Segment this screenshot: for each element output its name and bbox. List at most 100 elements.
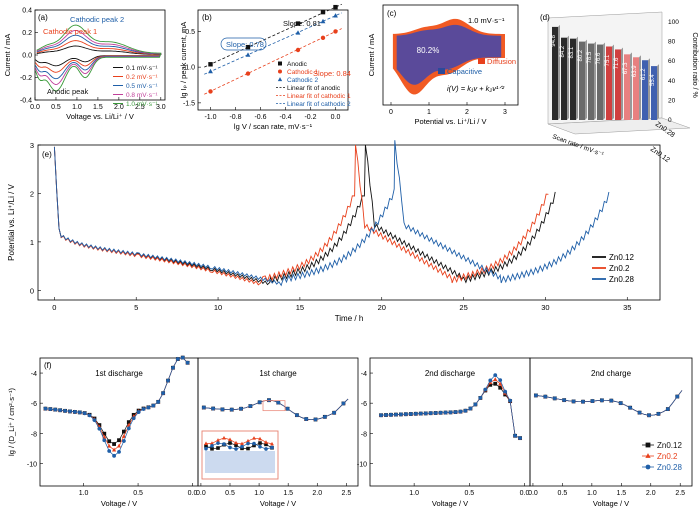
y-axis-label: Potential vs. Li⁺/Li / V [7,183,16,260]
x-tick-label: 0.0 [196,490,206,497]
data-point [609,398,614,403]
data-point [423,411,428,416]
x-tick-label: -0.2 [304,114,316,121]
subplot-title: 2nd discharge [425,369,476,378]
data-point [552,396,557,401]
scan-rate-label: 1.0 mV·s⁻¹ [468,16,505,25]
data-point [656,411,661,416]
legend-label: 0.8 mV·s⁻¹ [126,92,158,99]
data-point [463,408,468,413]
slope-label: Slope: 0.78 [226,40,264,49]
data-point [156,399,161,404]
x-tick-label: 20 [378,303,386,312]
inset-point [210,446,214,451]
diffusion-curve [535,390,683,416]
bar-value-label: 63.9 [632,65,638,77]
x-tick-label: -0.8 [229,114,241,121]
legend-swatch [438,68,445,74]
panel-label: (a) [38,13,48,22]
legend-label: Linear fit of cathodic 2 [287,101,351,108]
inset-point [234,440,238,445]
inset-point [264,447,268,451]
x-tick-label: 0 [52,303,56,312]
x-tick-label: 1.0 [409,490,419,497]
legend-label: Capacitive [447,67,482,76]
zoom-box [262,400,286,412]
data-point [333,13,338,18]
inset-point [228,441,232,445]
x-tick-label: 1.0 [79,490,89,497]
data-point [473,402,478,407]
data-point [443,410,448,415]
bar-side [558,24,560,120]
inset-point [210,444,214,448]
inset-point [228,445,232,450]
bar-side [567,35,569,120]
data-point [493,377,498,381]
data-point [295,21,301,26]
subplot-title: 1st discharge [95,369,143,378]
data-point [448,410,453,415]
x-tick-label: 0.5 [558,490,568,497]
diffusion-curve [535,390,683,416]
x-tick-label: 0.0 [30,104,40,111]
capacitive-area [396,24,502,85]
data-point [63,408,67,413]
data-point [131,416,136,421]
panel-label: (b) [202,13,212,22]
data-point [53,407,58,412]
legend-label: 1.0 mV·s⁻¹ [126,101,158,108]
legend-label: 0.1 mV·s⁻¹ [126,65,158,72]
fit-line [204,28,342,95]
bar [552,26,558,120]
capacitive-percent: 80.2% [417,46,440,55]
data-point [320,35,326,41]
fit-line [204,3,342,68]
data-point [122,429,126,434]
data-point [166,378,170,383]
inset-point [258,444,262,449]
data-point [48,407,53,412]
bar-value-label: 71.6 [614,57,620,69]
bar-side [648,58,650,120]
bar-value-label: 61.2 [641,68,647,80]
x-tick-label: 1.5 [616,490,626,497]
bar-value-label: 83.1 [569,46,575,58]
inset-point [246,446,250,451]
data-point [116,443,122,448]
x-tick-label: 1.0 [72,104,82,111]
data-point [413,411,418,416]
data-point [618,401,623,406]
inset-point [234,447,238,451]
data-point [136,410,141,414]
bar [570,38,576,120]
data-point [332,410,337,415]
data-point [304,417,309,421]
data-point [665,407,670,412]
data-point [518,436,522,441]
data-point [533,393,538,398]
diffusion-curve [535,390,683,416]
bar-side [603,42,605,120]
bar [624,54,630,121]
inset-point [258,436,262,441]
x-tick-label: 0.5 [133,490,143,497]
y-tick-label: 2 [30,189,34,198]
y-tick-label: 100 [668,19,679,26]
data-point [122,439,126,443]
legend-swatch [478,58,485,64]
x-tick-label: 2.0 [114,104,124,111]
data-point [220,407,225,412]
data-point [438,410,443,415]
equation-label: i(V) = k₁v + k₂v¹ᐟ² [447,84,505,93]
data-point [341,401,346,406]
data-point [285,406,290,411]
inset-point [264,440,268,444]
data-point [599,398,604,403]
bar-value-label: 76.6 [596,52,602,64]
y-tick-label: -10 [357,461,367,468]
data-point [112,442,116,446]
data-point [493,381,498,386]
data-point [408,412,413,416]
